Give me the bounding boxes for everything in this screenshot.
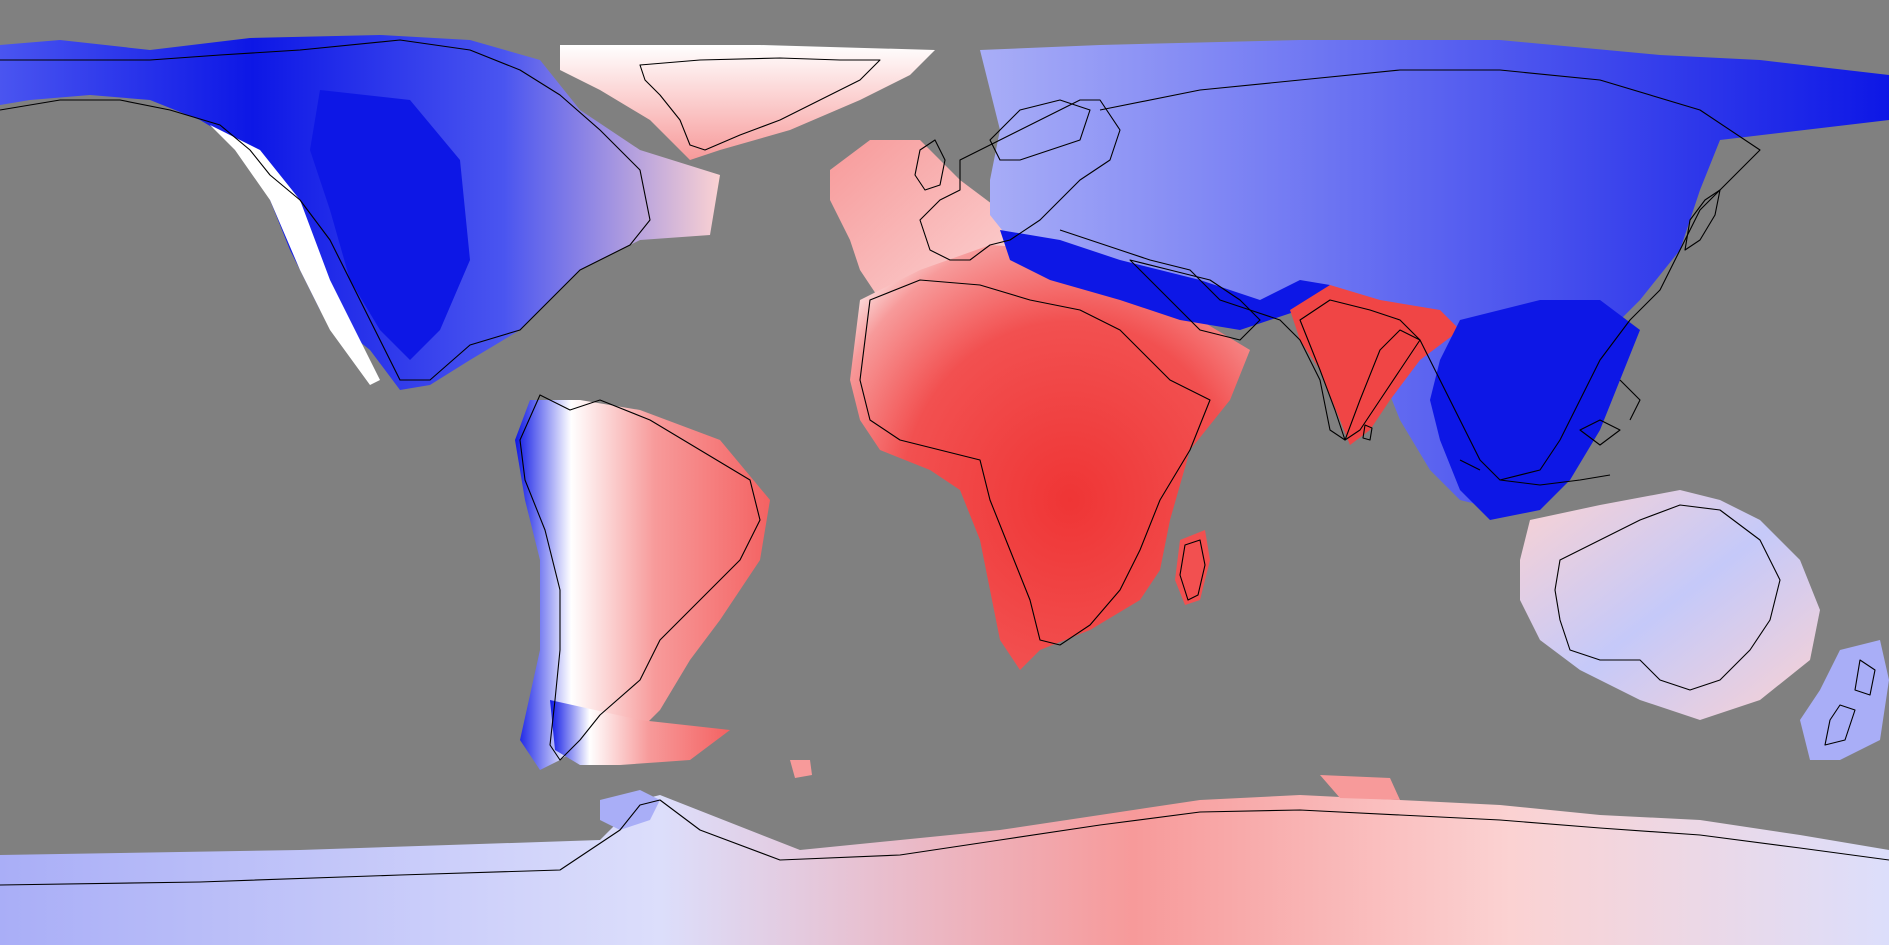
coastline-greenland [639,57,881,151]
region-africa [850,245,1250,670]
coastline-north-america [0,39,651,381]
region-india [1290,285,1460,445]
region-eurasia [980,40,1889,510]
coastline-india [1299,299,1421,441]
coastline-british-isles [914,139,946,191]
coastline-arabia [1129,259,1261,341]
region-australia [1520,490,1820,720]
region-tibet-band [1000,230,1330,330]
region-south-america [515,400,770,770]
region-north-america-core [310,90,470,360]
coastline-madagascar [1179,539,1206,601]
region-patagonia [550,700,730,765]
region-antarctica [0,795,1889,945]
region-falklands [790,760,812,778]
anomaly-field [0,35,1889,945]
coastline-southeast-asia-islands [1459,379,1641,486]
region-greenland [560,45,935,160]
coastlines [0,39,1889,886]
coastline-japan [1684,189,1721,251]
coastline-south-america [519,394,761,761]
region-south-georgia [1320,775,1400,800]
region-southeast-asia [1430,300,1640,520]
region-alaska-coast [210,125,380,385]
coastline-antarctica [0,799,1889,886]
region-new-zealand [1800,640,1889,760]
region-antarctic-peninsula [600,790,660,830]
coastline-africa [859,279,1211,646]
coastline-sri-lanka [1362,424,1373,441]
coastline-scandinavia [989,99,1091,161]
coastline-new-zealand [1824,659,1876,746]
coastline-europe [919,99,1121,261]
coastline-australia [1554,504,1781,691]
